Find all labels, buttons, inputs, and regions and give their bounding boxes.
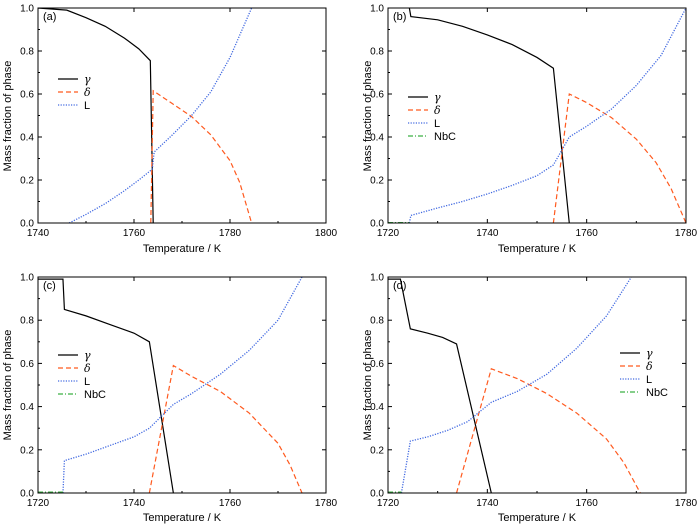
x-tick-label: 1760 (576, 498, 599, 509)
series-line--1 (148, 364, 303, 493)
y-tick-label: 0.4 (370, 402, 384, 413)
y-tick-label: 0.8 (370, 316, 384, 327)
y-tick-label: 0.2 (370, 176, 384, 187)
legend: γδL (58, 73, 91, 112)
y-tick-label: 0.0 (20, 219, 34, 230)
x-axis-label: Temperature / K (143, 512, 222, 524)
legend-label: γ (434, 91, 441, 104)
y-tick-label: 1.0 (370, 4, 384, 15)
x-tick-label: 1780 (219, 228, 242, 239)
y-tick-label: 0.4 (20, 133, 34, 144)
chart-panel-3: 0.0 0.2 0.4 0.6 0.8 1.0 1720 1740 1760 1780 Temper… (2, 273, 338, 525)
y-tick-label: 0.0 (370, 219, 384, 230)
x-tick-label: 1800 (315, 228, 338, 239)
x-tick-label: 1740 (123, 498, 146, 509)
y-tick-label: 1.0 (20, 4, 34, 15)
legend-label: γ (84, 349, 91, 362)
x-tick-label: 1780 (315, 498, 338, 509)
panel-label: (d) (393, 280, 406, 292)
y-tick-label: 0.2 (20, 445, 34, 456)
legend-label: γ (84, 73, 91, 86)
x-tick-label: 1720 (377, 498, 400, 509)
x-tick-label: 1780 (675, 228, 698, 239)
x-tick-label: 1780 (675, 498, 698, 509)
chart-panel-2: 0.0 0.2 0.4 0.6 0.8 1.0 1720 1740 1760 1780 Temper… (362, 4, 698, 256)
y-tick-label: 0.8 (20, 47, 34, 58)
legend-label: NbC (646, 387, 668, 399)
series-line-L-2 (62, 277, 303, 493)
y-tick-label: 0.0 (370, 489, 384, 500)
y-tick-label: 0.8 (20, 316, 34, 327)
legend-label: NbC (434, 131, 456, 143)
legend-label: L (84, 100, 90, 112)
y-tick-label: 0.6 (20, 90, 34, 101)
y-tick-label: 0.6 (370, 359, 384, 370)
chart-panel-1: 0.0 0.2 0.4 0.6 0.8 1.0 1740 1760 1780 1800 Temper… (2, 4, 338, 256)
y-tick-label: 0.4 (20, 402, 34, 413)
y-axis-label: Mass fraction of phase (362, 330, 374, 441)
y-tick-label: 0.4 (370, 133, 384, 144)
series-line--0 (38, 278, 174, 493)
plot-frame (37, 276, 327, 494)
plot-frame (387, 7, 687, 224)
x-tick-label: 1760 (576, 228, 599, 239)
x-tick-label: 1760 (123, 228, 146, 239)
plot-frame (387, 276, 687, 494)
legend-label: δ (84, 86, 91, 99)
series-line-L-2 (408, 8, 686, 223)
legend-label: L (646, 374, 652, 386)
series-line-L-2 (68, 8, 253, 223)
y-tick-label: 1.0 (20, 273, 34, 284)
panel-label: (a) (43, 11, 56, 23)
chart-panel-4: 0.0 0.2 0.4 0.6 0.8 1.0 1720 1740 1760 1780 Temper… (362, 273, 698, 525)
legend-label: δ (434, 104, 441, 117)
series-line--1 (455, 368, 641, 493)
series-line--1 (150, 89, 253, 223)
legend-label: δ (84, 362, 91, 375)
legend-label: L (84, 376, 90, 388)
x-tick-label: 1720 (377, 228, 400, 239)
x-axis-label: Temperature / K (498, 243, 577, 255)
y-tick-label: 1.0 (370, 273, 384, 284)
series-line--0 (408, 8, 570, 223)
x-axis-label: Temperature / K (498, 512, 577, 524)
x-tick-label: 1740 (27, 228, 50, 239)
y-axis-label: Mass fraction of phase (2, 61, 14, 172)
y-tick-label: 0.2 (20, 176, 34, 187)
x-tick-label: 1740 (476, 498, 499, 509)
y-axis-label: Mass fraction of phase (2, 330, 14, 441)
series-line--0 (38, 8, 154, 223)
legend-label: L (434, 118, 440, 130)
y-axis-label: Mass fraction of phase (362, 61, 374, 172)
series-line--0 (388, 278, 492, 493)
legend-label: δ (646, 360, 653, 373)
y-tick-label: 0.2 (370, 445, 384, 456)
x-axis-label: Temperature / K (143, 243, 222, 255)
y-tick-label: 0.6 (370, 90, 384, 101)
panel-label: (b) (393, 11, 406, 23)
legend-label: γ (646, 347, 653, 360)
y-tick-label: 0.6 (20, 359, 34, 370)
x-tick-label: 1720 (27, 498, 50, 509)
y-tick-label: 0.0 (20, 489, 34, 500)
x-tick-label: 1740 (476, 228, 499, 239)
x-tick-label: 1760 (219, 498, 242, 509)
series-line-L-2 (400, 277, 632, 493)
panel-label: (c) (43, 280, 56, 292)
y-tick-label: 0.8 (370, 47, 384, 58)
series-line--1 (552, 93, 686, 223)
legend-label: NbC (84, 389, 106, 401)
plot-frame (37, 7, 327, 224)
